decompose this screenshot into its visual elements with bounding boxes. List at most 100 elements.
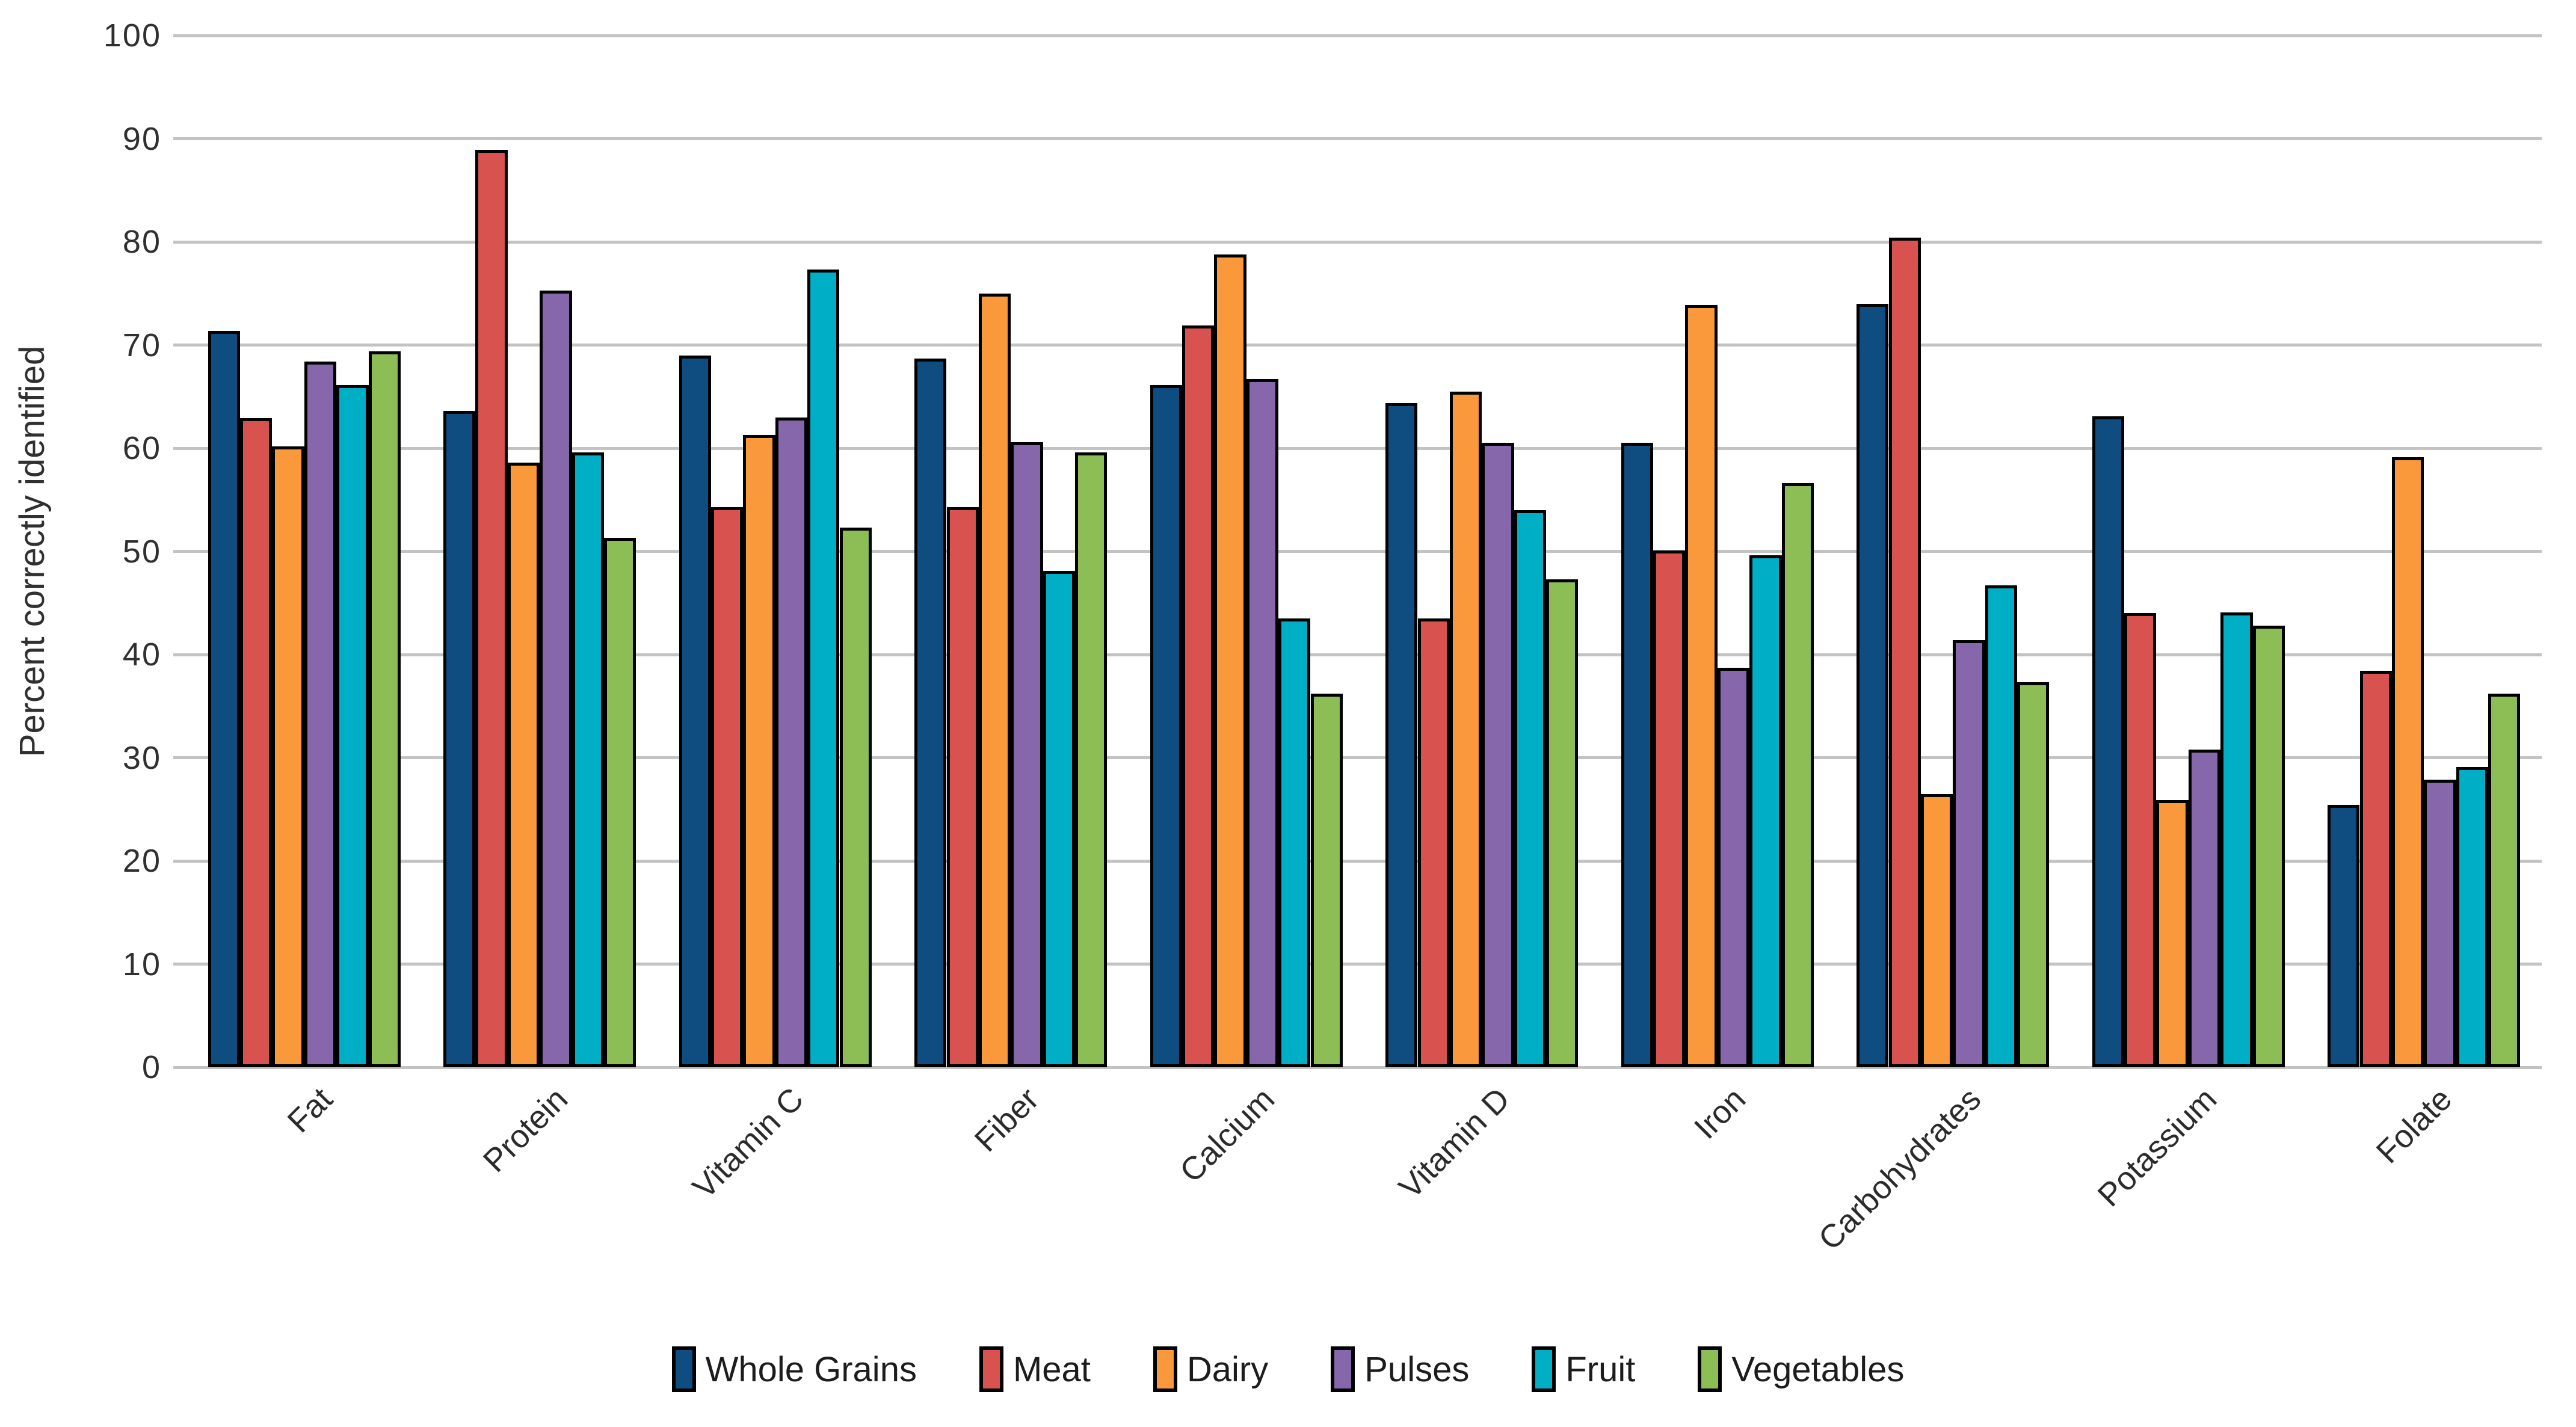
bar-vegetables-fat xyxy=(368,351,401,1067)
bar-vegetables-vitamin-c xyxy=(839,528,872,1067)
bar-dairy-carbohydrates xyxy=(1920,794,1953,1067)
bar-whole-grains-iron xyxy=(1621,443,1653,1067)
gridline xyxy=(173,653,2542,656)
bar-dairy-fiber xyxy=(978,293,1011,1067)
bar-whole-grains-carbohydrates xyxy=(1857,303,1889,1067)
legend-item-meat: Meat xyxy=(979,1346,1091,1392)
y-tick-label: 100 xyxy=(103,17,161,54)
gridline xyxy=(173,34,2542,37)
bar-pulses-vitamin-c xyxy=(775,417,808,1067)
bar-whole-grains-potassium xyxy=(2092,416,2124,1067)
legend-item-label: Meat xyxy=(1012,1349,1091,1389)
bar-meat-iron xyxy=(1653,550,1686,1067)
y-tick-label: 80 xyxy=(122,224,161,260)
bar-meat-fat xyxy=(240,418,273,1067)
bar-vegetables-potassium xyxy=(2252,626,2285,1067)
x-axis-label-text: Potassium xyxy=(2091,1080,2223,1214)
y-tick-label: 70 xyxy=(122,327,161,363)
bar-fruit-fiber xyxy=(1043,571,1075,1067)
bar-vegetables-carbohydrates xyxy=(2017,682,2050,1067)
bar-vegetables-vitamin-d xyxy=(1546,579,1579,1067)
bar-pulses-folate xyxy=(2424,779,2456,1067)
bar-dairy-iron xyxy=(1685,304,1718,1067)
x-axis-label-text: Protein xyxy=(476,1080,575,1180)
bar-dairy-potassium xyxy=(2156,800,2189,1067)
gridline xyxy=(173,446,2542,450)
bar-pulses-protein xyxy=(540,290,572,1067)
x-axis-label-folate: Folate xyxy=(2156,1080,2459,1171)
y-tick-label: 50 xyxy=(122,533,161,570)
y-tick-label: 0 xyxy=(141,1049,161,1085)
x-axis-label-text: Fat xyxy=(280,1080,339,1140)
legend-item-label: Whole Grains xyxy=(705,1349,917,1389)
gridline xyxy=(173,240,2542,244)
y-tick-label: 10 xyxy=(122,946,161,982)
bar-whole-grains-calcium xyxy=(1150,385,1182,1067)
x-axis-label-text: Folate xyxy=(2369,1080,2459,1171)
bar-meat-folate xyxy=(2359,671,2392,1067)
legend-item-whole-grains: Whole Grains xyxy=(671,1346,917,1392)
bar-pulses-fiber xyxy=(1011,442,1043,1067)
legend-swatch-icon xyxy=(1153,1346,1177,1392)
bar-dairy-calcium xyxy=(1214,254,1246,1067)
bar-fruit-calcium xyxy=(1278,618,1311,1067)
gridline xyxy=(173,756,2542,759)
bar-meat-protein xyxy=(475,150,508,1067)
bar-dairy-protein xyxy=(507,463,540,1067)
bar-whole-grains-fiber xyxy=(914,358,947,1067)
x-axis-label-text: Vitamin C xyxy=(685,1080,810,1206)
bar-pulses-fat xyxy=(304,361,337,1067)
bar-whole-grains-vitamin-d xyxy=(1385,402,1418,1067)
legend-item-vegetables: Vegetables xyxy=(1698,1346,1904,1392)
legend-item-label: Dairy xyxy=(1186,1349,1269,1389)
legend-item-dairy: Dairy xyxy=(1153,1346,1268,1392)
bar-pulses-vitamin-d xyxy=(1482,443,1514,1067)
bar-dairy-vitamin-c xyxy=(743,434,775,1067)
bar-meat-calcium xyxy=(1182,325,1215,1067)
bar-pulses-iron xyxy=(1717,668,1750,1067)
bar-meat-carbohydrates xyxy=(1888,238,1921,1067)
gridline xyxy=(173,963,2542,966)
legend-swatch-icon xyxy=(979,1346,1003,1392)
bar-vegetables-iron xyxy=(1781,483,1814,1067)
legend-item-pulses: Pulses xyxy=(1331,1346,1469,1392)
y-tick-label: 20 xyxy=(122,843,161,879)
legend-item-label: Fruit xyxy=(1565,1349,1636,1389)
gridline xyxy=(173,344,2542,347)
bar-fruit-vitamin-d xyxy=(1514,510,1547,1067)
legend-item-label: Pulses xyxy=(1364,1349,1470,1389)
x-axis-label-text: Fiber xyxy=(968,1080,1046,1159)
legend-swatch-icon xyxy=(1331,1346,1355,1392)
y-tick-label: 40 xyxy=(122,636,161,673)
bar-vegetables-folate xyxy=(2488,694,2521,1067)
bar-fruit-folate xyxy=(2456,766,2489,1067)
bar-meat-potassium xyxy=(2124,613,2157,1067)
bar-pulses-calcium xyxy=(1246,379,1279,1067)
y-tick-label: 30 xyxy=(122,739,161,776)
bar-fruit-fat xyxy=(336,385,369,1067)
x-axis-label-text: Carbohydrates xyxy=(1811,1080,1988,1257)
gridline xyxy=(173,859,2542,863)
bar-dairy-folate xyxy=(2391,457,2424,1067)
bar-fruit-carbohydrates xyxy=(1985,585,2018,1067)
bar-pulses-potassium xyxy=(2188,749,2221,1067)
bar-whole-grains-folate xyxy=(2328,805,2360,1067)
y-tick-label: 60 xyxy=(122,430,161,466)
bar-vegetables-fiber xyxy=(1075,452,1108,1067)
bar-vegetables-calcium xyxy=(1310,694,1343,1067)
bar-fruit-iron xyxy=(1749,555,1782,1067)
gridline xyxy=(173,1065,2542,1069)
legend-swatch-icon xyxy=(671,1346,696,1392)
legend-swatch-icon xyxy=(1698,1346,1722,1392)
legend-swatch-icon xyxy=(1532,1346,1556,1392)
plot-area xyxy=(173,34,2542,1069)
bar-fruit-protein xyxy=(572,452,604,1067)
bar-pulses-carbohydrates xyxy=(1953,640,1985,1067)
bar-fruit-vitamin-c xyxy=(807,270,840,1067)
x-axis-label-text: Calcium xyxy=(1172,1080,1281,1190)
bar-whole-grains-vitamin-c xyxy=(679,355,711,1067)
bar-meat-vitamin-d xyxy=(1417,618,1450,1067)
bar-vegetables-protein xyxy=(604,538,636,1067)
legend-item-label: Vegetables xyxy=(1731,1349,1905,1389)
